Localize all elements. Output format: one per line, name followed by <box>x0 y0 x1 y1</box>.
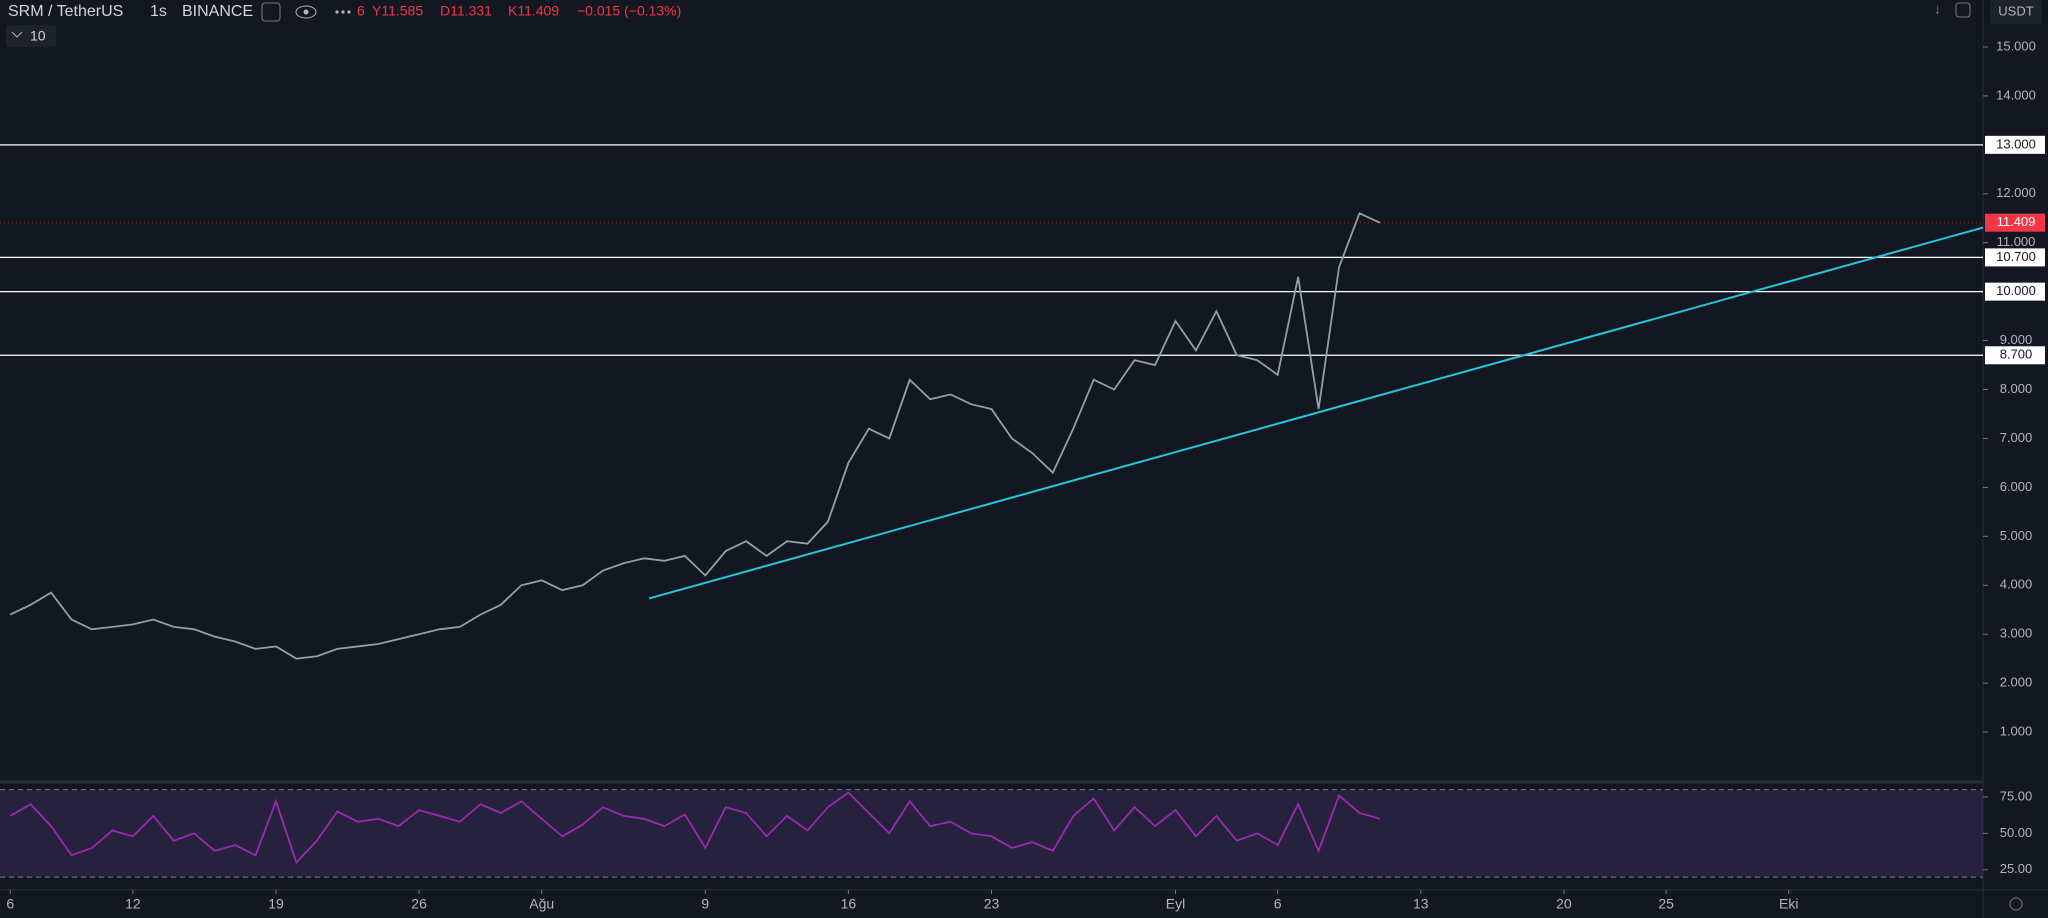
indicator-badge[interactable] <box>6 25 56 47</box>
y-tick-label: 7.000 <box>2000 430 2033 445</box>
x-tick-label: 23 <box>984 896 1000 912</box>
x-tick-label: 6 <box>6 896 14 912</box>
x-tick-label: Eki <box>1779 896 1798 912</box>
indicator-value: 10 <box>30 28 46 44</box>
rsi-band-fill <box>0 789 1983 878</box>
y-tick-label: 3.000 <box>2000 626 2033 641</box>
x-tick-label: 9 <box>701 896 709 912</box>
trendline <box>648 226 1984 600</box>
x-tick-label: 13 <box>1413 896 1429 912</box>
series-line <box>9 791 1381 865</box>
x-tick-label: 6 <box>1274 896 1282 912</box>
x-tick-label: 19 <box>268 896 284 912</box>
y-tick-label: 8.000 <box>2000 381 2033 396</box>
level-label: 10.700 <box>1996 249 2036 264</box>
y-tick-label: 14.000 <box>1996 87 2036 102</box>
x-tick-label: 20 <box>1556 896 1572 912</box>
down-arrow[interactable]: ↓ <box>1934 1 1941 17</box>
settings-icon[interactable] <box>2009 897 2023 911</box>
hide-button[interactable] <box>261 2 281 22</box>
more-dot[interactable] <box>341 10 345 14</box>
y-tick-label: 5.000 <box>2000 528 2033 543</box>
ohlc-close: K11.409 <box>508 3 559 19</box>
y-tick-label: 11.000 <box>1997 234 2036 249</box>
x-tick-label: 16 <box>841 896 857 912</box>
interval[interactable]: 1s <box>150 3 167 20</box>
x-tick-label: Eyl <box>1166 896 1185 912</box>
last-price-label: 11.409 <box>1997 214 2036 229</box>
x-tick-label: Ağu <box>529 896 554 912</box>
y-tick-label: 6.000 <box>2000 479 2033 494</box>
more-dot[interactable] <box>335 10 339 14</box>
chevron <box>11 31 23 38</box>
ohlc-low: D11.331 <box>440 3 492 19</box>
eye-icon[interactable] <box>295 5 317 19</box>
header: SRM / TetherUS 1s BINANCE 6 Y11.585 D11.… <box>6 0 2042 911</box>
ohlc-change: −0.015 (−0.13%) <box>577 3 681 19</box>
x-tick-label: 25 <box>1658 896 1674 912</box>
ohlc-high: Y11.585 <box>372 3 423 19</box>
series-line <box>9 212 1381 660</box>
y-tick-label: 4.000 <box>2000 577 2033 592</box>
y-tick-label: 2.000 <box>2000 675 2033 690</box>
level-tag <box>1985 248 2045 267</box>
ohlc-head: 6 <box>357 3 365 19</box>
y-tick-label: 50.00 <box>2000 825 2033 840</box>
x-tick-label: 26 <box>411 896 427 912</box>
maximize[interactable] <box>1955 2 1971 18</box>
y-tick-label: 9.000 <box>2000 332 2033 347</box>
level-tag <box>1985 135 2045 154</box>
level-label: 10.000 <box>1996 283 2036 298</box>
level-label: 13.000 <box>1996 136 2036 151</box>
symbol[interactable]: SRM / TetherUS <box>8 3 123 20</box>
level-label: 8.700 <box>2000 347 2033 362</box>
level-tag <box>1985 282 2045 301</box>
plot: 1.000 2.000 3.000 4.000 5.000 6.000 7.000 8.000… <box>0 38 2045 912</box>
last-price-tag <box>1985 213 2045 232</box>
more-dot[interactable] <box>347 10 351 14</box>
y-tick-label: 1.000 <box>2000 724 2033 739</box>
eye-pupil <box>303 9 309 15</box>
y-tick-label: 25.00 <box>2000 861 2033 876</box>
x-tick-label: 12 <box>125 896 141 912</box>
level-tag <box>1985 346 2045 365</box>
y-tick-label: 12.000 <box>1996 185 2036 200</box>
unit: USDT <box>1998 3 2033 18</box>
y-tick-label: 75.00 <box>2000 788 2033 803</box>
exchange: BINANCE <box>182 3 253 20</box>
unit-badge[interactable] <box>1990 0 2042 24</box>
y-tick-label: 15.000 <box>1996 38 2036 53</box>
